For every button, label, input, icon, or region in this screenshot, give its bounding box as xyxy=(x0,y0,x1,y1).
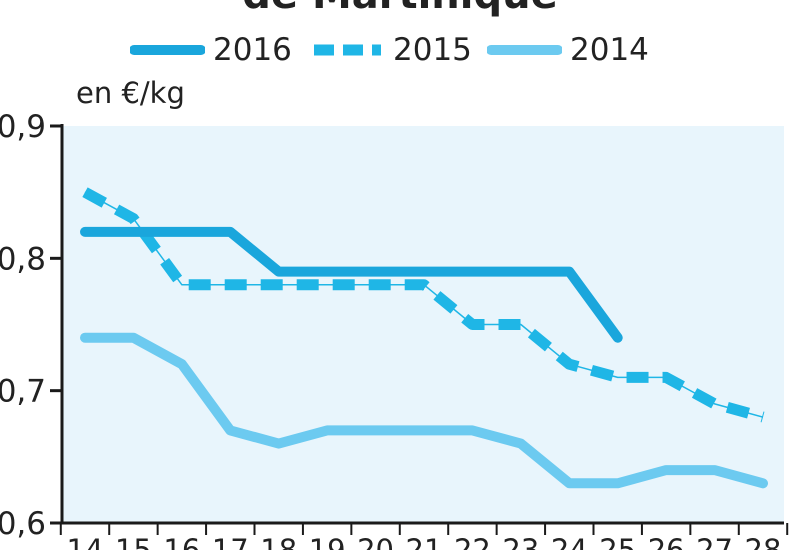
x-tick-label: 18 xyxy=(260,533,297,550)
series-2016-line xyxy=(80,226,623,343)
legend-item-2016: 2016 xyxy=(130,30,292,70)
legend-swatch-2015 xyxy=(314,44,381,56)
series-2014-line xyxy=(80,332,768,489)
x-tick-label: 19 xyxy=(309,533,346,550)
legend-label-2014: 2014 xyxy=(570,32,649,68)
y-tick-label: 0,8 xyxy=(0,241,46,277)
chart-legend: 2016 2015 2014 xyxy=(0,30,800,70)
legend-item-2015: 2015 xyxy=(310,30,472,70)
x-tick-label: 23 xyxy=(502,533,539,550)
x-tick-label: 15 xyxy=(115,533,152,550)
x-tick-label: 22 xyxy=(454,533,491,550)
chart-title: de Martinique xyxy=(0,0,800,18)
legend-item-2014: 2014 xyxy=(487,30,649,70)
x-tick-label: 27 xyxy=(696,533,733,550)
x-tick-label: 24 xyxy=(551,533,588,550)
y-axis-unit-label: en €/kg xyxy=(76,76,185,110)
x-tick-label: 28 xyxy=(745,533,782,550)
y-tick-label: 0,7 xyxy=(0,374,46,410)
y-tick-label: 0,9 xyxy=(0,109,46,145)
x-tick-label: 25 xyxy=(599,533,636,550)
series-2015-line xyxy=(82,187,765,423)
x-tick-label: 14 xyxy=(67,533,104,550)
y-tick-label: 0,6 xyxy=(0,506,46,542)
x-tick-label: 20 xyxy=(357,533,394,550)
legend-label-2015: 2015 xyxy=(393,32,472,68)
legend-swatch-2016 xyxy=(130,45,205,55)
x-tick-label: 16 xyxy=(163,533,200,550)
plot-area xyxy=(62,126,784,523)
legend-label-2016: 2016 xyxy=(213,32,292,68)
x-tick-label: 17 xyxy=(212,533,249,550)
x-tick-label: 26 xyxy=(648,533,685,550)
x-tick-label: 21 xyxy=(406,533,443,550)
legend-swatch-2014 xyxy=(487,45,562,55)
